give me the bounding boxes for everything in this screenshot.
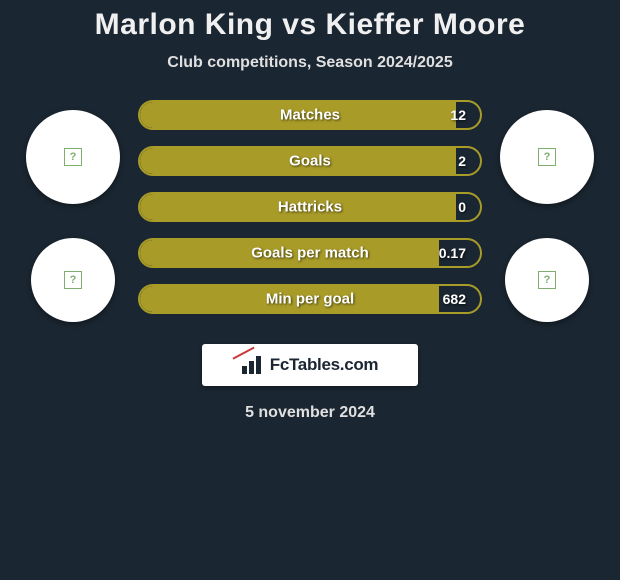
stat-bar-value: 0 [458,199,466,215]
main-row: ? ? Matches 12 Goals 2 Hattricks 0 Goals per m… [0,100,620,322]
avatar-club-right: ? [505,238,589,322]
stat-bar: Goals 2 [138,146,482,176]
broken-image-icon: ? [64,271,82,289]
chart-icon [242,356,264,374]
avatar-player-left: ? [26,110,120,204]
avatar-player-right: ? [500,110,594,204]
stat-bar-value: 12 [450,107,466,123]
root: Marlon King vs Kieffer Moore Club compet… [0,0,620,422]
stat-bar-label: Min per goal [266,291,354,308]
stat-bar-value: 682 [443,291,466,307]
stat-bar-label: Hattricks [278,199,342,216]
stat-bar: Hattricks 0 [138,192,482,222]
avatar-club-left: ? [31,238,115,322]
avatars-right: ? ? [500,100,594,322]
stat-bar-value: 2 [458,153,466,169]
stat-bar-label: Matches [280,107,340,124]
stat-bars: Matches 12 Goals 2 Hattricks 0 Goals per match… [138,100,482,314]
broken-image-icon: ? [64,148,82,166]
logo-text: FcTables.com [270,355,379,375]
broken-image-icon: ? [538,148,556,166]
stat-bar: Matches 12 [138,100,482,130]
stat-bar: Min per goal 682 [138,284,482,314]
page-subtitle: Club competitions, Season 2024/2025 [167,54,452,72]
footer-logo: FcTables.com [202,344,418,386]
page-title: Marlon King vs Kieffer Moore [95,8,526,42]
stat-bar: Goals per match 0.17 [138,238,482,268]
stat-bar-value: 0.17 [439,245,466,261]
broken-image-icon: ? [538,271,556,289]
stat-bar-label: Goals [289,153,331,170]
stat-bar-label: Goals per match [251,245,369,262]
avatars-left: ? ? [26,100,120,322]
footer-date: 5 november 2024 [245,404,375,422]
